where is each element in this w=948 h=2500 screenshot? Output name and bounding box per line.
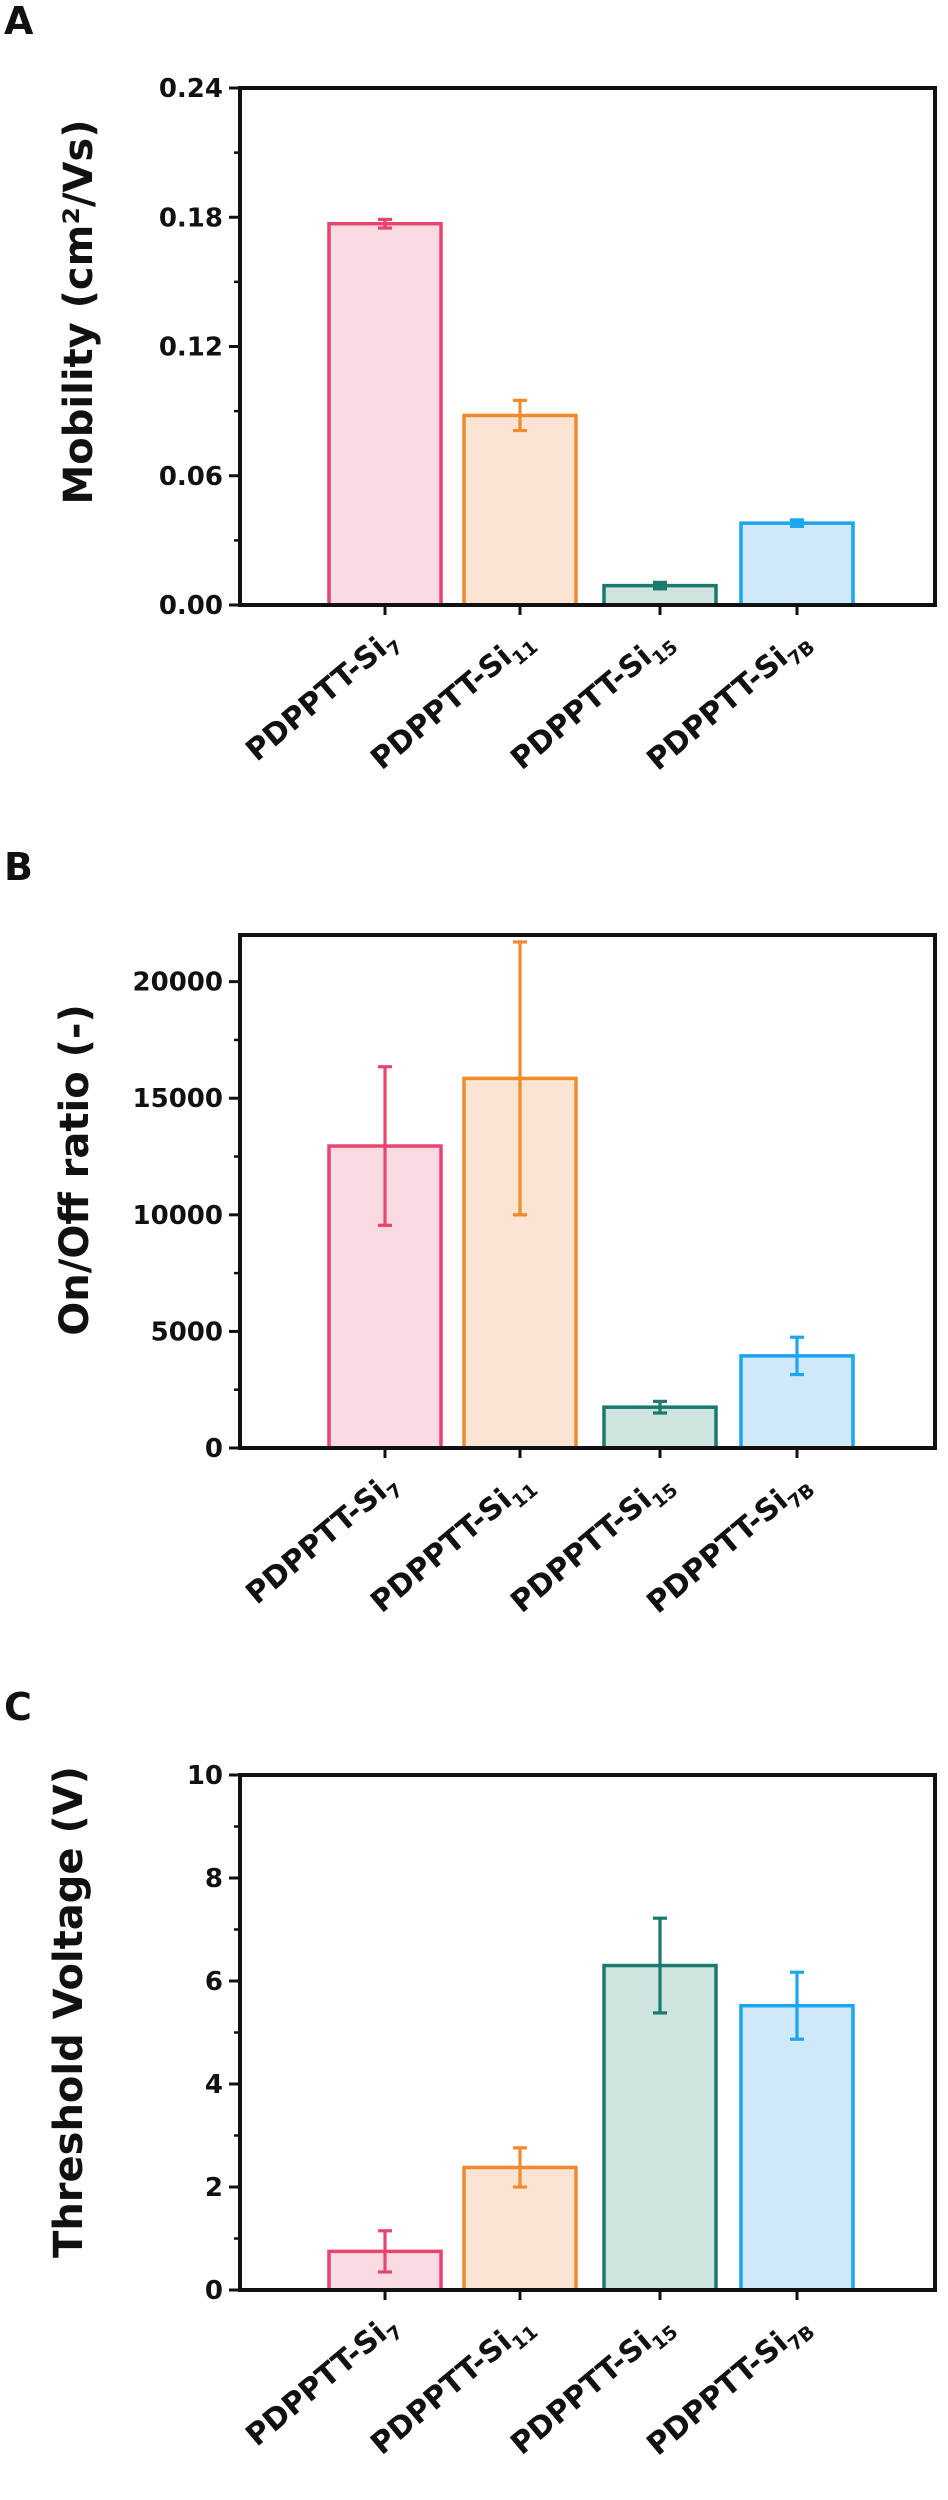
panel-b-error-bar-4 — [790, 1335, 804, 1377]
panel-c-error-bar-3 — [653, 1916, 667, 2015]
panel-b-error-bar-3 — [653, 1399, 667, 1415]
panel-a-error-bar-2 — [513, 398, 527, 433]
panel-b: B On/Off ratio (-) 05000100001500020000P… — [4, 845, 937, 1621]
panel-b-y-tick-label: 10000 — [133, 1201, 223, 1231]
panel-c-y-tick-label: 2 — [205, 2173, 223, 2203]
panel-c-y-tick-label: 8 — [205, 1864, 223, 1894]
panel-a-error-bar-4 — [790, 518, 804, 528]
panel-a-bar-1 — [327, 221, 443, 607]
panel-c-bar-3 — [602, 1963, 718, 2292]
panel-a-y-tick-label: 0.24 — [159, 74, 223, 104]
panel-a-y-tick-label: 0.00 — [159, 591, 223, 621]
panel-c-error-bar-1 — [378, 2229, 392, 2274]
panel-c-plot-area: 0246810PDPPTT-Si7PDPPTT-Si11PDPPTT-Si15P… — [187, 1761, 937, 2463]
panel-c-y-tick-label: 6 — [205, 1967, 223, 1997]
panel-a-y-axis-label: Mobility (cm²/Vs) — [56, 119, 102, 504]
panel-c-error-bar-2 — [513, 2146, 527, 2189]
panel-a-y-tick-label: 0.06 — [159, 462, 223, 492]
panel-b-error-bar-1 — [378, 1065, 392, 1227]
panel-a-error-bar-1 — [378, 217, 392, 230]
panel-a-plot-area: 0.000.060.120.180.24PDPPTT-Si7PDPPTT-Si1… — [159, 74, 937, 778]
panel-c-letter: C — [4, 1685, 32, 1729]
panel-b-y-tick-label: 0 — [205, 1434, 223, 1464]
panel-a-bar-4 — [739, 521, 855, 607]
panel-b-y-tick-label: 15000 — [133, 1084, 223, 1114]
panel-b-y-tick-label: 5000 — [151, 1317, 223, 1347]
panel-c-bar-4 — [739, 2003, 855, 2292]
panel-b-y-tick-label: 20000 — [133, 968, 223, 998]
panel-c-axes-frame — [238, 1773, 937, 2292]
panel-a-y-tick-label: 0.12 — [159, 333, 223, 363]
panel-c-y-axis-label: Threshold Voltage (V) — [46, 1766, 92, 2258]
panel-a-error-bar-3 — [653, 580, 667, 591]
panel-c-y-tick-label: 0 — [205, 2276, 223, 2306]
panel-c-y-tick-label: 10 — [187, 1761, 223, 1791]
panel-b-error-bar-2 — [513, 940, 527, 1217]
panel-a-letter: A — [4, 0, 34, 43]
panel-b-plot-area: 05000100001500020000PDPPTT-Si7PDPPTT-Si1… — [133, 933, 937, 1621]
panel-b-y-axis-label: On/Off ratio (-) — [52, 1004, 98, 1336]
panel-a-axes-frame — [238, 86, 937, 607]
panel-b-axes-frame — [238, 933, 937, 1450]
panel-c: C Threshold Voltage (V) 0246810PDPPTT-Si… — [4, 1685, 937, 2463]
panel-b-letter: B — [4, 845, 33, 889]
panel-c-error-bar-4 — [790, 1970, 804, 2041]
panel-a: A Mobility (cm²/Vs) 0.00 0.06 0.12 0.18 0.24… — [4, 0, 937, 778]
panel-a-y-tick-label: 0.18 — [159, 203, 223, 233]
panel-c-y-tick-label: 4 — [205, 2070, 223, 2100]
panel-a-bar-2 — [462, 413, 578, 607]
